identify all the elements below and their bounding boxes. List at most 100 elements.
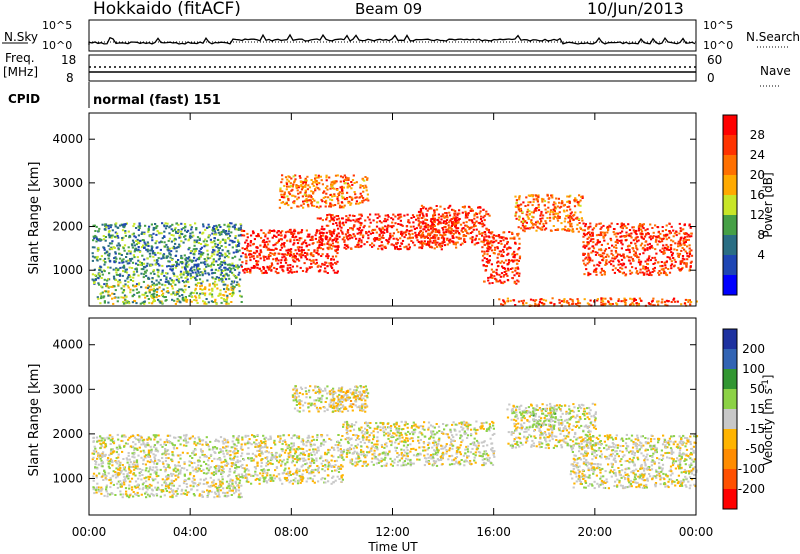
y-tick-label: 3000 (52, 176, 83, 190)
heatmap-cell (599, 234, 602, 237)
heatmap-cell (292, 183, 295, 186)
heatmap-cell (146, 284, 150, 287)
heatmap-cell (174, 266, 177, 269)
heatmap-cell (153, 438, 156, 441)
heatmap-cell (148, 485, 151, 487)
heatmap-cell (160, 301, 163, 304)
heatmap-cell (688, 299, 691, 302)
heatmap-cell (629, 297, 632, 300)
heatmap-cell (108, 272, 111, 275)
heatmap-cell (487, 240, 490, 243)
heatmap-cell (662, 251, 665, 254)
heatmap-cell (552, 211, 555, 213)
heatmap-cell (384, 247, 387, 249)
heatmap-cell (455, 246, 458, 249)
heatmap-cell (114, 231, 117, 234)
heatmap-cell (201, 495, 204, 498)
heatmap-cell (142, 280, 145, 283)
heatmap-cell (293, 200, 296, 203)
heatmap-cell (347, 246, 350, 249)
heatmap-cell (217, 231, 220, 234)
heatmap-cell (224, 238, 227, 241)
heatmap-cell (258, 254, 261, 257)
heatmap-cell (570, 225, 573, 228)
heatmap-cell (135, 262, 138, 265)
heatmap-cell (109, 493, 112, 496)
heatmap-cell (154, 436, 157, 439)
heatmap-cell (337, 227, 340, 230)
heatmap-cell (214, 472, 218, 475)
heatmap-cell (123, 294, 127, 297)
heatmap-cell (573, 213, 576, 216)
heatmap-cell (617, 263, 620, 266)
heatmap-cell (165, 490, 168, 492)
heatmap-cell (544, 220, 547, 223)
heatmap-cell (560, 202, 563, 205)
heatmap-cell (520, 227, 523, 230)
heatmap-cell (631, 247, 634, 249)
heatmap-cell (147, 298, 150, 300)
heatmap-cell (198, 443, 201, 445)
heatmap-cell (387, 241, 390, 243)
heatmap-cell (119, 493, 122, 496)
heatmap-cell (563, 220, 566, 223)
heatmap-cell (686, 252, 689, 255)
heatmap-cell (98, 472, 101, 475)
heatmap-cell (525, 213, 528, 216)
heatmap-cell (433, 233, 436, 236)
heatmap-cell (136, 447, 139, 450)
heatmap-cell (91, 252, 94, 255)
heatmap-cell (107, 457, 110, 459)
heatmap-cell (231, 225, 234, 228)
heatmap-cell (163, 241, 166, 244)
beam-label: Beam 09 (355, 0, 422, 18)
heatmap-cell (287, 198, 290, 200)
heatmap-cell (328, 262, 331, 265)
heatmap-cell (136, 256, 139, 259)
heatmap-cell (224, 269, 227, 272)
heatmap-cell (212, 263, 215, 266)
heatmap-cell (690, 232, 693, 235)
heatmap-cell (493, 249, 497, 251)
heatmap-cell (433, 247, 436, 250)
noise-tick-bottom-left: 10^0 (42, 39, 72, 52)
heatmap-cell (213, 271, 217, 274)
heatmap-cell (128, 302, 131, 305)
heatmap-cell (98, 455, 101, 458)
heatmap-cell (568, 195, 571, 198)
heatmap-cell (103, 295, 106, 298)
heatmap-cell (665, 238, 668, 241)
heatmap-cell (412, 221, 415, 224)
heatmap-cell (675, 234, 678, 237)
heatmap-cell (218, 224, 221, 227)
heatmap-cell (115, 271, 118, 274)
heatmap-cell (164, 470, 167, 473)
heatmap-cell (569, 225, 572, 228)
heatmap-cell (455, 222, 458, 225)
heatmap-cell (679, 238, 682, 241)
heatmap-cell (267, 257, 270, 260)
heatmap-cell (147, 242, 150, 245)
heatmap-cell (353, 191, 356, 193)
heatmap-cell (207, 492, 210, 494)
heatmap-cell (189, 274, 192, 277)
heatmap-cell (214, 280, 217, 283)
heatmap-cell (598, 240, 601, 243)
heatmap-cell (214, 467, 217, 470)
heatmap-cell (332, 258, 335, 261)
heatmap-cell (124, 302, 127, 305)
heatmap-cell (637, 239, 640, 242)
heatmap-cell (550, 301, 553, 304)
heatmap-cell (333, 216, 336, 219)
freq-tick-bottom: 8 (66, 71, 74, 85)
heatmap-cell (608, 247, 611, 249)
heatmap-cell (239, 223, 242, 226)
heatmap-cell (108, 462, 111, 465)
heatmap-cell (600, 226, 603, 229)
heatmap-cell (491, 282, 494, 284)
heatmap-cell (99, 302, 102, 305)
heatmap-cell (131, 488, 134, 491)
heatmap-cell (560, 205, 563, 208)
heatmap-cell (185, 261, 188, 264)
heatmap-cell (277, 259, 280, 262)
